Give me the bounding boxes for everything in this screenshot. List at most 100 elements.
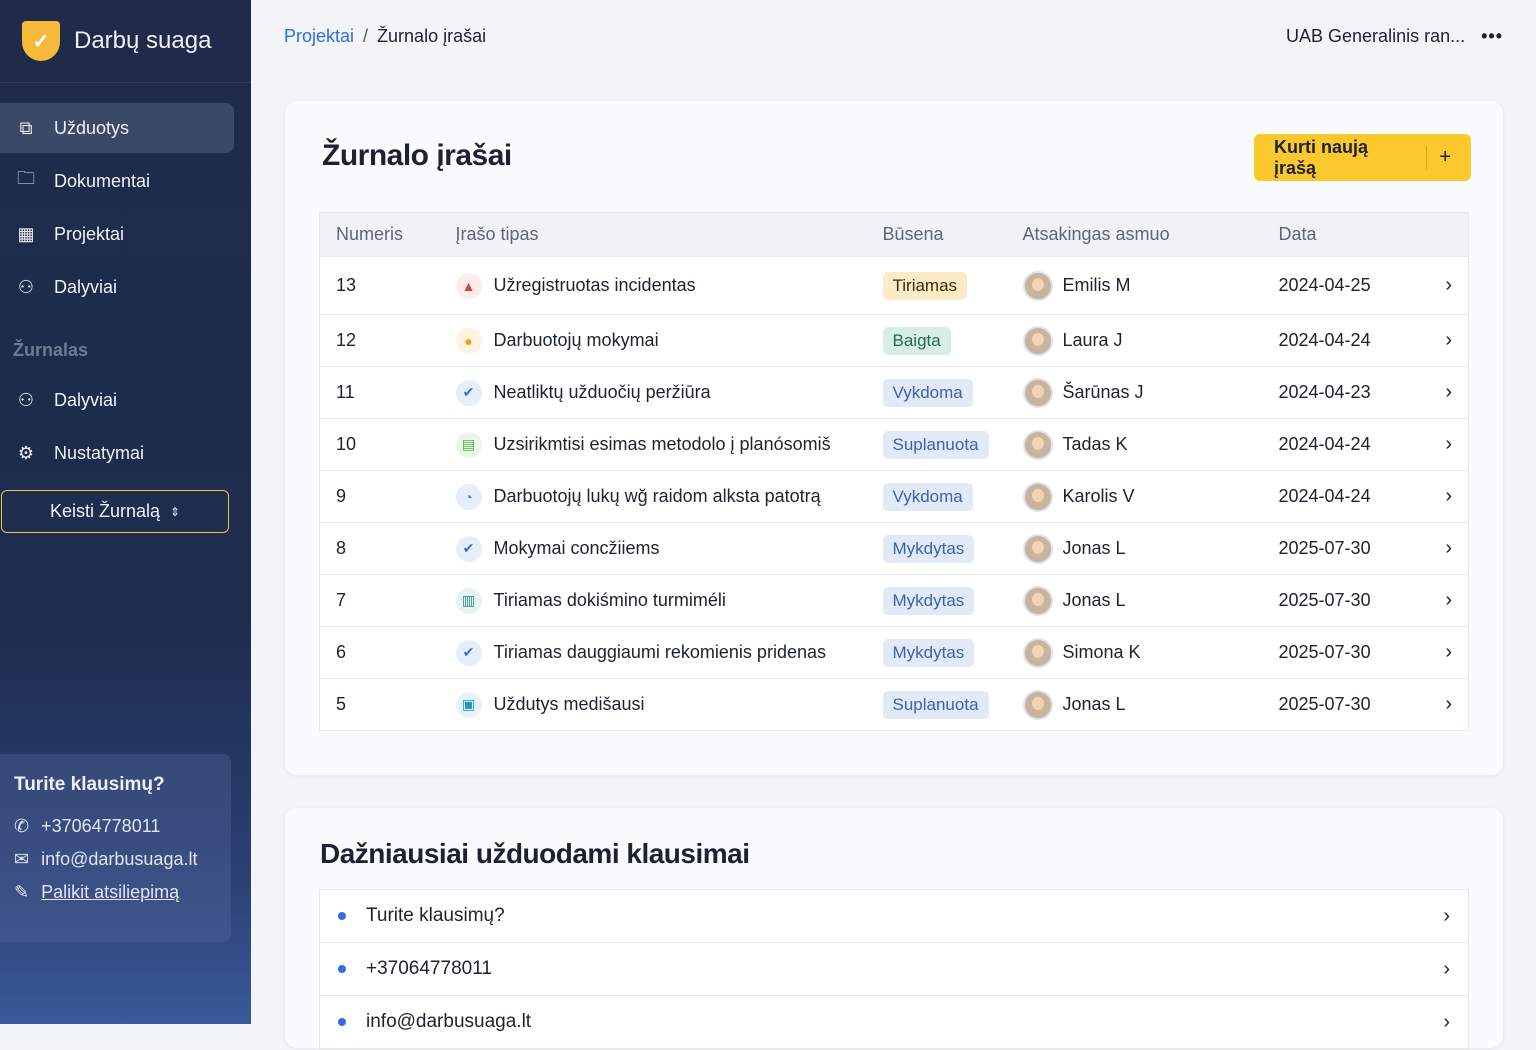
sort-chevrons-icon: ⇕ [170,504,181,519]
chevron-right-icon[interactable]: › [1428,678,1469,731]
row-number: 11 [319,366,440,419]
chevron-right-icon[interactable]: › [1428,522,1469,575]
person-icon: ● [455,327,482,354]
row-type-cell: ● Darbuotojų mokymai [439,314,867,367]
sidebar-item-nustatymai[interactable]: ⚙ Nustatymai [0,428,251,478]
faq-item-label: Turite klausimų? [366,905,505,926]
row-person-cell: Jonas L [1006,522,1263,575]
row-date: 2024-04-24 [1262,470,1429,523]
col-busena[interactable]: Būsena [866,212,1007,257]
sidebar-item-zurnalas-dalyviai[interactable]: ⚇ Dalyviai [0,375,251,425]
help-email[interactable]: info@darbusuaga.lt [41,849,198,869]
chevron-right-icon[interactable]: › [1428,470,1469,523]
bullet-icon [338,912,346,920]
switch-journal-label: Keisti Žurnalą [49,501,160,521]
row-date: 2025-07-30 [1262,574,1429,627]
table-row[interactable]: 11 ✔ Neatliktų užduočių peržiūra Vykdoma … [319,366,1469,419]
row-person-cell: Šarūnas J [1006,366,1263,419]
faq-item-label: info@darbusuaga.lt [366,1011,532,1032]
row-number: 7 [319,574,440,627]
faq-item[interactable]: info@darbusuaga.lt › [320,996,1468,1049]
chevron-right-icon[interactable]: › [1428,366,1469,419]
org-menu[interactable]: UAB Generalinis ran... ••• [1286,26,1503,47]
table-row[interactable]: 5 ▣ Uždutys medišausi Suplanuota Jonas L … [319,678,1469,731]
row-type: Mokymai concžiiems [493,538,660,558]
row-person: Šarūnas J [1062,382,1144,402]
chevron-right-icon: › [1443,904,1450,927]
chevron-right-icon[interactable]: › [1428,574,1469,627]
row-status-cell: Tiriamas [866,256,1007,315]
journal-table: Numeris Įrašo tipas Būsena Atsakingas as… [319,212,1469,731]
row-type-cell: ✔ Mokymai concžiiems [439,522,867,575]
row-number: 9 [319,470,440,523]
avatar [1022,585,1053,616]
faq-item[interactable]: Turite klausimų? › [320,890,1468,943]
breadcrumb-projektai[interactable]: Projektai [284,25,355,46]
row-type-cell: ▣ Uždutys medišausi [439,678,867,731]
table-row[interactable]: 6 ✔ Tiriamas dauggiaumi rekomienis priden… [319,626,1469,679]
table-row[interactable]: 8 ✔ Mokymai concžiiems Mykdytas Jonas L 2… [319,522,1469,575]
chevron-right-icon[interactable]: › [1428,626,1469,679]
create-entry-button[interactable]: Kurti naują įrašą + [1254,134,1471,181]
table-row[interactable]: 13 ▲ Užregistruotas incidentas Tiriamas E… [319,256,1469,315]
check-icon: ✔ [455,535,482,562]
bullet-icon [338,965,346,973]
sidebar-item-dalyviai[interactable]: ⚇ Dalyviai [0,262,251,312]
row-person: Jonas L [1062,590,1126,610]
projects-icon: ▦ [17,223,35,244]
sidebar-item-projektai[interactable]: ▦ Projektai [0,209,251,259]
table-row[interactable]: 9 ◔ Darbuotojų lukų wğ raidom alksta pato… [319,470,1469,523]
table-row[interactable]: 7 ▥ Tiriamas dokiśmino turmiméli Mykdytas… [319,574,1469,627]
row-date: 2024-04-25 [1262,256,1429,315]
logo[interactable]: ✓ Darbų suaga [0,0,251,83]
breadcrumb-current: Žurnalo įrašai [377,25,487,46]
chart-icon: ▥ [455,587,482,614]
avatar [1022,325,1053,356]
avatar [1022,637,1053,668]
sidebar-item-uzduotys[interactable]: ⧉ Užduotys [0,103,234,153]
row-person-cell: Karolis V [1006,470,1263,523]
status-badge: Mykdytas [882,586,975,615]
row-number: 13 [319,256,440,315]
row-person: Jonas L [1062,538,1126,558]
create-entry-label: Kurti naują įrašą [1274,136,1369,178]
chevron-right-icon[interactable]: › [1428,256,1469,315]
status-badge: Suplanuota [882,690,989,719]
col-data[interactable]: Data [1262,212,1429,257]
status-badge: Tiriamas [882,271,968,300]
row-status-cell: Vykdoma [866,470,1007,523]
app-name: Darbų suaga [74,27,212,54]
chevron-right-icon[interactable]: › [1428,314,1469,367]
switch-journal-button[interactable]: Keisti Žurnalą ⇕ [1,490,229,533]
table-row[interactable]: 10 ▤ Uzsirikmtisi esimas metodolo į planó… [319,418,1469,471]
row-date: 2025-07-30 [1262,626,1429,679]
help-title: Turite klausimų? [14,774,165,795]
row-date: 2024-04-23 [1262,366,1429,419]
sidebar-item-dokumentai[interactable]: 🗀 Dokumentai [0,156,251,206]
feedback-link[interactable]: Palikit atsiliepimą [41,882,180,902]
help-phone[interactable]: +37064778011 [41,816,161,836]
col-asmuo[interactable]: Atsakingas asmuo [1006,212,1263,257]
row-status-cell: Mykdytas [866,626,1007,679]
more-icon[interactable]: ••• [1481,25,1503,46]
row-date: 2024-04-24 [1262,418,1429,471]
row-type: Darbuotojų mokymai [493,330,659,350]
status-badge: Vykdoma [882,482,973,511]
chevron-right-icon[interactable]: › [1428,418,1469,471]
col-tipas[interactable]: Įrašo tipas [439,212,867,257]
row-type: Tiriamas dauggiaumi rekomienis pridenas [493,642,826,662]
avatar [1022,270,1053,301]
avatar [1022,481,1053,512]
table-row[interactable]: 12 ● Darbuotojų mokymai Baigta Laura J 20… [319,314,1469,367]
check-icon: ✔ [455,639,482,666]
col-numeris[interactable]: Numeris [319,212,440,257]
faq-list: Turite klausimų? › +37064778011 › info@dar… [319,889,1469,1050]
help-panel: Turite klausimų? ✆ +37064778011 ✉ info@dar… [0,754,231,942]
sidebar-item-label: Užduotys [54,117,130,138]
row-date: 2025-07-30 [1262,522,1429,575]
feedback-icon: ✎ [14,882,30,902]
tasks-icon: ⧉ [19,117,33,138]
faq-item[interactable]: +37064778011 › [320,943,1468,996]
avatar [1022,689,1053,720]
plus-icon: + [1426,146,1451,169]
